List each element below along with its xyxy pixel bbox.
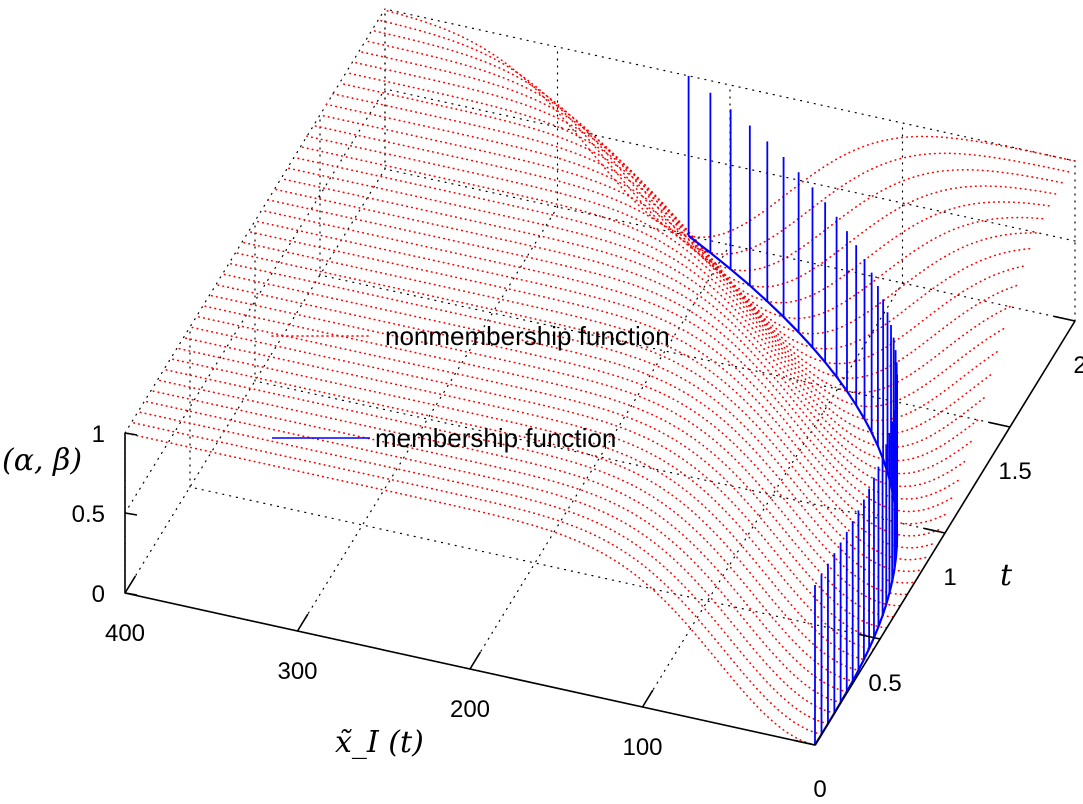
z-tick-label: 0.5 [72, 501, 105, 528]
z-tick [124, 592, 138, 596]
z-axis-label: (α, β) [2, 443, 82, 478]
floor-gridline-t [254, 380, 946, 534]
axes [124, 315, 1076, 746]
t-tick-label: 0 [813, 776, 826, 803]
nonmembership-curve [345, 71, 1037, 335]
nonmembership-curve [137, 410, 829, 725]
floor-gridline-t [319, 274, 1011, 428]
nonmembership-curve [247, 230, 940, 537]
backwall-gridline-z [384, 8, 1076, 162]
t-tick-label: 1 [943, 564, 956, 591]
nonmembership-curve [293, 156, 985, 449]
nonmembership-curve [221, 273, 914, 584]
t-tick [924, 527, 946, 534]
x-tick-label: 100 [622, 734, 662, 761]
nonmembership-curve [273, 188, 966, 488]
nonmembership-curve [280, 177, 972, 475]
nonmembership-curve [306, 135, 998, 422]
x-axis-label: x̃_I (t) [335, 725, 424, 760]
t-axis-label: t [1000, 558, 1013, 593]
x-tick [641, 689, 654, 708]
sidewall-gridline-z [124, 8, 386, 434]
nonmembership-curve [202, 304, 894, 618]
nonmembership-curve [254, 220, 946, 525]
x-tick-label: 300 [277, 658, 317, 685]
nonmembership-curve [260, 209, 953, 513]
nonmembership-curve [358, 50, 1050, 304]
z-tick [124, 512, 138, 516]
x-tick [469, 651, 482, 670]
floor-gridline-x [641, 282, 904, 708]
t-tick [794, 739, 816, 746]
t-tick-label: 0.5 [868, 670, 901, 697]
nonmembership-curve [124, 432, 816, 746]
legend: nonmembership function membership functi… [271, 321, 670, 453]
z-tick-label: 0 [92, 581, 105, 608]
nonmembership-curve [150, 389, 842, 704]
nonmembership-curve [228, 262, 920, 573]
nonmembership-curve [156, 379, 849, 693]
nonmembership-curve [208, 294, 901, 607]
grid [124, 8, 1076, 746]
nonmembership-curve [371, 29, 1063, 272]
nonmembership-curve [215, 283, 907, 596]
nonmembership-curve [299, 146, 992, 435]
legend-nonmembership-label: nonmembership function [385, 321, 670, 351]
t-tick [859, 633, 881, 640]
nonmembership-curve [312, 124, 1005, 408]
t-tick [1054, 315, 1076, 322]
t-tick [989, 421, 1011, 428]
nonmembership-curve [241, 241, 933, 549]
x-tick-label: 200 [450, 696, 490, 723]
nonmembership-curve [364, 40, 1057, 288]
x-tick [296, 613, 309, 632]
membership-base-curve [687, 235, 899, 746]
t-tick-label: 2 [1073, 352, 1083, 379]
z-tick [124, 432, 138, 436]
legend-membership-label: membership function [375, 423, 616, 453]
nonmembership-curve [189, 326, 881, 640]
nonmembership-curve [195, 315, 888, 629]
nonmembership-curve [286, 167, 979, 462]
nonmembership-curve [143, 400, 836, 714]
sidewall-gridline-z [124, 88, 386, 514]
nonmembership-curve [319, 114, 1011, 394]
nonmembership-curve [130, 421, 823, 736]
x-tick-label: 400 [105, 620, 145, 647]
nonmembership-curve [176, 347, 868, 661]
nonmembership-curve [169, 357, 862, 672]
floor-gridline-x [296, 206, 559, 632]
t-tick-label: 1.5 [998, 458, 1031, 485]
floor-gridline-t [189, 486, 881, 640]
nonmembership-series [124, 9, 1076, 746]
nonmembership-curve [182, 336, 875, 651]
nonmembership-curve [338, 82, 1031, 350]
membership-series [687, 75, 899, 746]
nonmembership-curve [163, 368, 855, 683]
nonmembership-curve [234, 252, 927, 561]
nonmembership-curve [351, 61, 1044, 320]
backwall-gridline-z [384, 88, 1076, 242]
floor-gridline-x [469, 244, 731, 670]
z-tick-label: 1 [92, 421, 105, 448]
floor-gridline-t [384, 168, 1076, 322]
x-tick [124, 575, 137, 594]
